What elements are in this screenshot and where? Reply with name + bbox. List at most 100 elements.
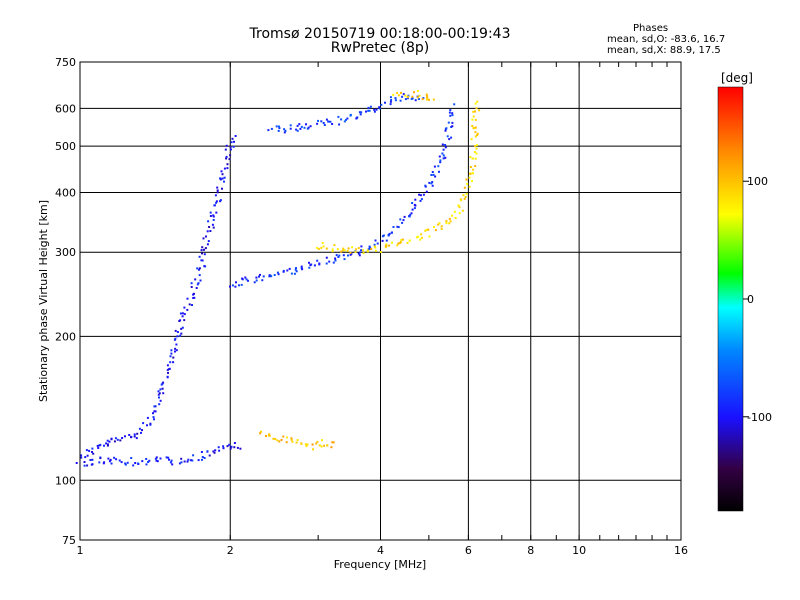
data-point — [199, 279, 202, 282]
data-point — [201, 259, 204, 262]
data-point — [384, 246, 387, 249]
data-point — [404, 98, 407, 101]
colorbar-label: [deg] — [721, 71, 753, 85]
stats-o-mode: mean, sd,O: -83.6, 16.7 — [607, 34, 726, 45]
data-point — [464, 196, 467, 198]
data-point — [305, 123, 307, 126]
data-point — [426, 96, 429, 99]
data-point — [201, 458, 203, 461]
data-point — [349, 253, 352, 256]
data-point — [449, 220, 452, 223]
data-point — [262, 275, 265, 278]
data-point — [190, 282, 193, 285]
data-point — [222, 445, 225, 448]
data-point — [399, 240, 402, 243]
data-point — [86, 464, 89, 467]
x-tick-label: 1 — [77, 544, 84, 557]
data-point — [458, 206, 461, 209]
data-point — [180, 327, 183, 330]
data-point — [255, 276, 258, 279]
data-point — [97, 447, 100, 449]
data-point — [268, 433, 271, 436]
data-point — [421, 98, 424, 101]
data-point — [198, 274, 201, 277]
data-point — [346, 117, 349, 120]
data-point — [447, 121, 450, 124]
data-point — [322, 122, 325, 124]
data-point — [253, 281, 256, 284]
data-point — [217, 446, 220, 449]
data-point — [360, 249, 363, 252]
data-point — [255, 279, 258, 282]
data-point — [265, 435, 267, 437]
data-point — [229, 447, 232, 450]
data-point — [385, 239, 388, 242]
data-point — [391, 241, 393, 244]
data-point — [465, 192, 468, 195]
data-point — [462, 194, 465, 197]
data-point — [472, 115, 475, 118]
data-point — [165, 456, 168, 459]
data-point — [162, 392, 165, 395]
data-point — [158, 392, 161, 395]
data-point — [320, 246, 323, 249]
data-point — [440, 227, 443, 230]
data-point — [453, 210, 456, 213]
data-point — [413, 91, 415, 94]
data-point — [380, 103, 383, 106]
data-point — [349, 251, 352, 254]
data-point — [288, 267, 291, 270]
data-point — [155, 456, 158, 459]
data-point — [445, 222, 448, 225]
data-point — [158, 403, 161, 406]
data-point — [221, 177, 224, 180]
data-point — [282, 435, 285, 438]
data-point — [213, 204, 216, 207]
data-point — [428, 181, 431, 184]
data-point — [110, 438, 113, 441]
data-point — [382, 234, 385, 237]
data-point — [337, 256, 340, 258]
data-point — [463, 186, 466, 189]
data-point — [417, 235, 420, 238]
data-point — [212, 219, 215, 221]
data-point — [145, 458, 148, 460]
data-point — [203, 457, 206, 459]
data-point — [291, 440, 294, 443]
data-point — [192, 454, 195, 457]
data-point — [141, 429, 143, 432]
y-tick-label: 200 — [55, 330, 76, 343]
data-point — [162, 381, 165, 384]
data-point — [378, 107, 381, 110]
data-point — [261, 279, 264, 282]
data-point — [342, 254, 345, 257]
data-point — [468, 176, 471, 179]
data-point — [198, 255, 201, 258]
data-point — [175, 349, 178, 352]
data-point — [347, 247, 350, 250]
colorbar-tick-label: 100 — [747, 175, 768, 188]
data-point — [411, 208, 414, 211]
data-point — [154, 405, 157, 408]
data-point — [396, 244, 399, 247]
data-point — [399, 242, 402, 244]
data-point — [181, 326, 184, 329]
data-point — [106, 444, 109, 447]
data-point — [225, 144, 228, 147]
data-point — [300, 267, 303, 269]
x-tick-label: 10 — [572, 544, 586, 557]
data-point — [224, 148, 227, 151]
data-point — [115, 458, 118, 461]
data-point — [376, 242, 379, 245]
data-point — [103, 444, 105, 447]
data-point — [401, 238, 404, 241]
data-point — [406, 97, 409, 100]
data-point — [367, 106, 370, 109]
data-point — [204, 247, 207, 250]
data-point — [132, 464, 135, 467]
data-point — [374, 246, 377, 249]
data-point — [404, 94, 407, 97]
data-point — [384, 101, 386, 104]
data-point — [388, 232, 391, 235]
data-point — [278, 440, 281, 443]
